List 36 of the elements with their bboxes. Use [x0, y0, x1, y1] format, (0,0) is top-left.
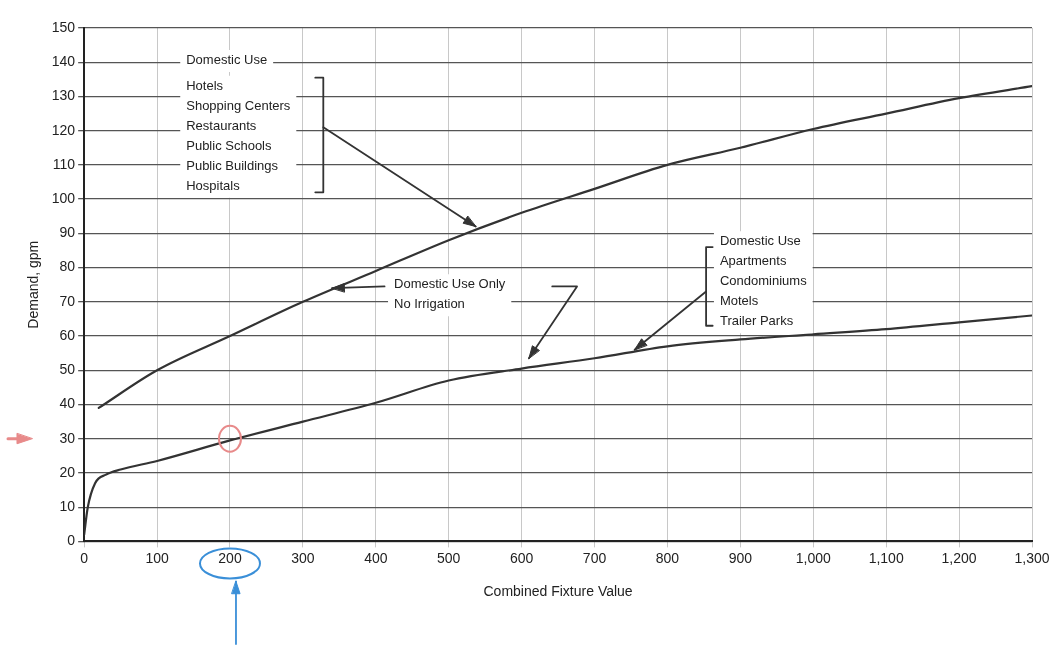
y-tick-label: 100 [51, 189, 76, 206]
y-tick-label: 130 [51, 87, 76, 104]
x-tick-label: 500 [437, 549, 461, 566]
x-tick-label: 700 [582, 549, 607, 566]
x-axis-title: Combined Fixture Value [483, 583, 633, 600]
annotation: Domestic Use [186, 52, 268, 68]
y-tick-label: 70 [59, 292, 76, 309]
x-tick-label: 400 [364, 549, 388, 566]
y-tick-label: 40 [59, 395, 76, 412]
x-tick-label: 1,000 [795, 549, 831, 566]
x-tick-label: 1,200 [941, 549, 977, 566]
y-axis-title: Demand, gpm [25, 240, 42, 329]
y-tick-label: 90 [59, 224, 76, 241]
x-tick-label: 1,300 [1014, 549, 1050, 566]
y-tick-label: 80 [59, 258, 76, 275]
x-tick-label: 1,100 [868, 549, 904, 566]
y-tick-label: 120 [51, 121, 76, 138]
x-tick-label: 800 [655, 549, 680, 566]
y-tick-label: 10 [59, 498, 76, 515]
y-tick-label: 30 [59, 429, 76, 446]
x-tick-label: 300 [291, 549, 315, 566]
annotation: Domestic Use Apartments Condominiums Motels Trailer Parks [719, 233, 808, 329]
x-tick-label: 200 [218, 549, 242, 566]
y-tick-label: 20 [59, 463, 76, 480]
x-tick-label: 100 [145, 549, 169, 566]
annotation: Hotels Shopping Centers Restaurants Public Schools Public Buildings Hospitals [186, 77, 291, 193]
y-tick-label: 0 [67, 532, 76, 549]
y-tick-label: 50 [59, 361, 76, 378]
x-tick-label: 0 [80, 549, 89, 566]
y-tick-label: 140 [51, 53, 76, 70]
annotation: Domestic Use Only No Irrigation [394, 276, 506, 312]
x-tick-label: 600 [509, 549, 534, 566]
y-tick-label: 150 [51, 18, 76, 35]
x-tick-label: 900 [728, 549, 753, 566]
y-tick-label: 60 [59, 326, 76, 343]
y-tick-label: 110 [52, 155, 76, 172]
